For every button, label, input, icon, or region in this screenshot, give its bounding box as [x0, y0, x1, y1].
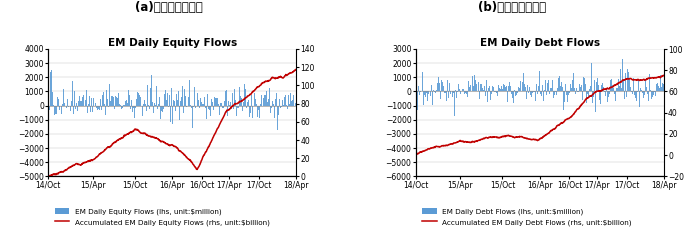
- Title: EM Daily Debt Flows: EM Daily Debt Flows: [480, 38, 600, 48]
- Text: (a)株式資本フロー: (a)株式資本フロー: [135, 1, 202, 14]
- Text: (b)債券資本フロー: (b)債券資本フロー: [478, 1, 547, 14]
- Title: EM Daily Equity Flows: EM Daily Equity Flows: [108, 38, 237, 48]
- Legend: EM Daily Equity Flows (lhs, unit:$million), Accumulated EM Daily Equity Flows (r: EM Daily Equity Flows (lhs, unit:$millio…: [52, 206, 272, 228]
- Legend: EM Daily Debt Flows (lhs, unit:$million), Accumulated EM Daily Debt Flows (rhs, : EM Daily Debt Flows (lhs, unit:$million)…: [419, 206, 635, 228]
